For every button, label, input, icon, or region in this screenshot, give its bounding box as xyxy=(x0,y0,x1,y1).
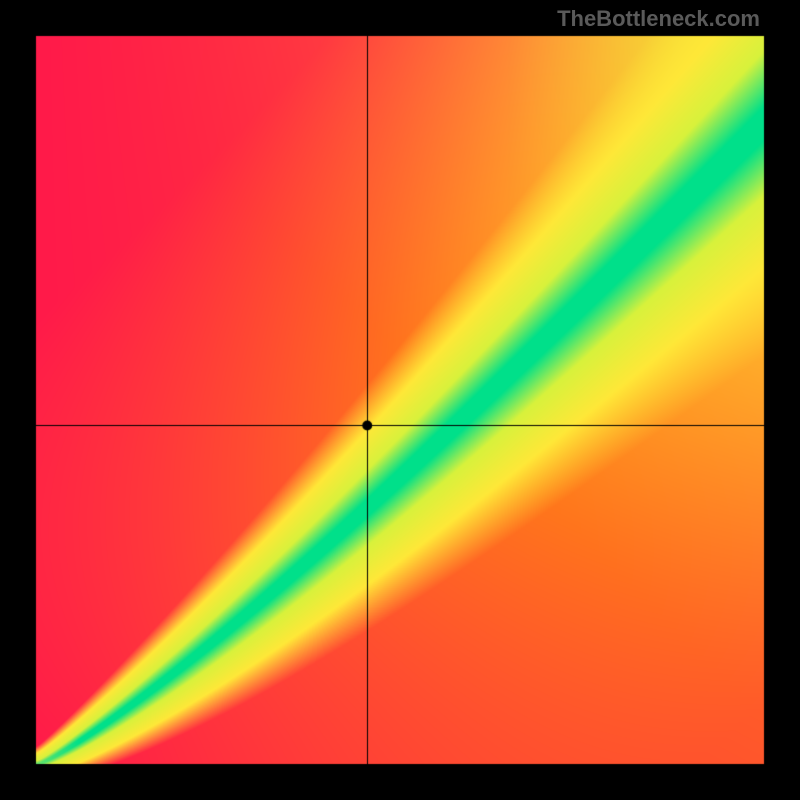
chart-container: { "watermark": { "text": "TheBottleneck.… xyxy=(0,0,800,800)
bottleneck-heatmap xyxy=(0,0,800,800)
watermark-text: TheBottleneck.com xyxy=(557,6,760,32)
